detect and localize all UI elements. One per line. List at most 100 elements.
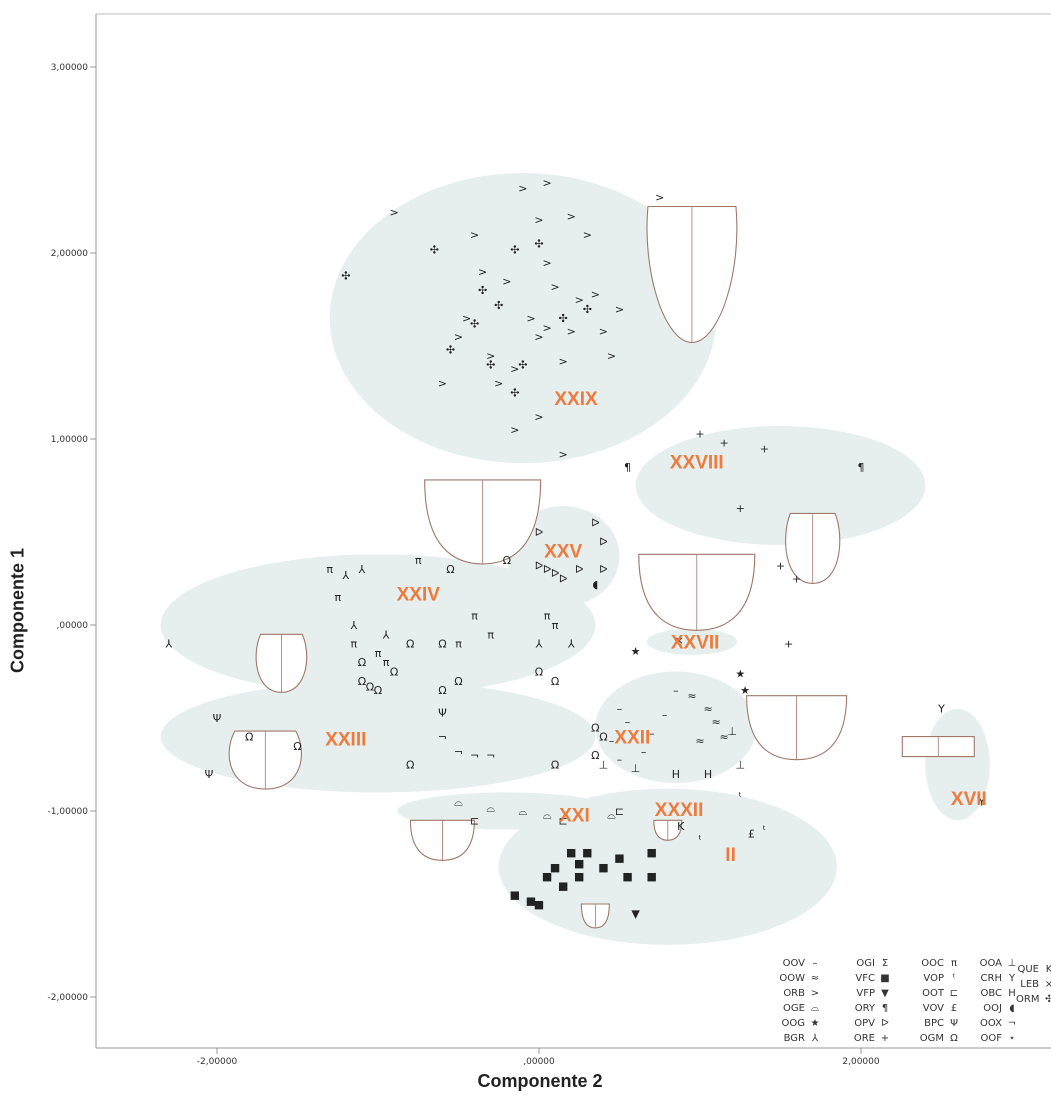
legend-column: OGI Σ VFC ■ VFP ▼ ORY ¶ OPV ᐅ ORE + [836,956,892,1046]
point-ogm: Ω [406,638,414,651]
point-vfc: ■ [550,861,560,874]
legend-symbol: ★ [810,1018,820,1029]
legend-entry-oog: OOG ★ [766,1016,822,1031]
legend-entry-ooc: OOC π [905,956,961,971]
point-orb: > [615,303,624,316]
legend-symbol: π [950,958,958,969]
point-opv: ᐅ [559,573,567,586]
point-orm: ✣ [470,318,479,331]
point-oov: – [662,708,668,721]
point-bgr: ⅄ [359,563,366,576]
point-orb: > [567,210,576,223]
legend-symbol: ⋆ [1008,1033,1016,1044]
legend-entry-vfc: VFC ■ [836,971,892,986]
cluster-region-xxvii [646,628,738,655]
point-vfc: ■ [614,852,624,865]
legend-column: OOA ⊥ CRH Y OBC H OOJ ◖ OOX ¬ OOF ⋆ [963,956,1019,1046]
legend-symbol: ¬ [1007,1018,1017,1029]
point-orm: ✣ [478,284,487,297]
point-ogm: Ω [293,740,301,753]
cluster-label-xvii: XVII [951,789,987,810]
legend-code: ORM [1016,994,1040,1005]
point-ooc: π [334,591,341,604]
point-ogm: Ω [358,656,366,669]
point-opv: ᐅ [575,563,583,576]
point-orb: > [470,228,479,241]
point-orb: > [502,275,511,288]
y-tick-label: -1,00000 [48,807,89,817]
point-vfc: ■ [566,846,576,859]
legend-symbol: > [810,988,820,999]
legend-code: OOT [922,988,944,999]
legend-entry-ogi: OGI Σ [836,956,892,971]
cluster-region-xxiii [160,680,596,793]
legend-entry-que: QUE K [1016,962,1051,977]
point-oox: ¬ [486,749,495,762]
cluster-region-xxix [329,173,717,464]
legend-column: OOC π VOP ᵗ OOT ⊏ VOV £ BPC Ψ OGM Ω [905,956,961,1046]
legend-symbol: ■ [880,973,890,984]
axes [95,13,1051,1049]
point-oox: ¬ [438,731,447,744]
legend-symbol: Σ [881,958,889,969]
legend-entry-oow: OOW ≈ [766,971,822,986]
point-ore: + [792,573,801,586]
point-opv: ᐅ [543,563,551,576]
point-opv: ᐅ [599,563,607,576]
x-axis-title: Componente 2 [477,1071,603,1091]
point-bgr: ⅄ [165,638,172,651]
point-vop: ᵗ [698,833,701,846]
legend-code: OOV [782,958,805,969]
point-bpc: Ψ [438,706,447,719]
point-oge: ⌓ [607,809,616,822]
point-ooa: ⊥ [599,759,609,772]
point-orb: > [438,377,447,390]
point-orb: > [478,266,487,279]
y-tick-label: ,00000 [57,621,89,631]
point-ory: ¶ [624,461,631,474]
legend-entry-oof: OOF ⋆ [963,1031,1019,1046]
legend-entry-ooa: OOA ⊥ [963,956,1019,971]
legend-symbol: ✣ [1045,994,1051,1005]
point-oov: – [617,703,623,716]
point-ooa: ⊥ [631,762,641,775]
legend-entry-obc: OBC H [963,986,1019,1001]
legend-entry-vop: VOP ᵗ [905,971,961,986]
point-ogm: Ω [374,684,382,697]
legend-code: VOV [922,1003,944,1014]
point-orm: ✣ [510,387,519,400]
point-ory: ¶ [858,461,865,474]
point-ooc: π [375,647,382,660]
point-orb: > [542,176,551,189]
cluster-label-xxiv: XXIV [397,584,441,605]
point-ogm: Ω [591,749,599,762]
point-bpc: Ψ [213,712,222,725]
point-oot: ⊏ [559,814,568,827]
legend-symbol: ⌓ [811,1003,819,1014]
point-oow: ≈ [703,703,712,716]
legend-symbol: ◖ [1009,1003,1015,1014]
point-ogm: Ω [551,759,559,772]
legend-entry-crh: CRH Y [963,971,1019,986]
point-ore: + [736,502,745,515]
point-vfc: ■ [574,857,584,870]
legend-code: OOG [781,1018,806,1029]
legend-code: QUE [1017,964,1039,975]
point-ogm: Ω [446,563,454,576]
point-orb: > [591,288,600,301]
point-ogm: Ω [454,675,462,688]
point-vfc: ■ [646,846,656,859]
point-oov: – [673,684,679,697]
point-vfc: ■ [558,879,568,892]
legend-code: OOJ [983,1003,1002,1014]
y-axis-title: Componente 1 [7,548,28,674]
point-ooc: π [351,638,358,651]
legend-code: ORY [854,1003,875,1014]
point-ooa: ⊥ [727,725,737,738]
point-oov: – [625,716,631,729]
legend-entry-ooj: OOJ ◖ [963,1001,1019,1016]
point-ooc: π [326,563,333,576]
legend-entry-opv: OPV ᐅ [836,1016,892,1031]
x-tick-label: 2,00000 [842,1057,879,1067]
